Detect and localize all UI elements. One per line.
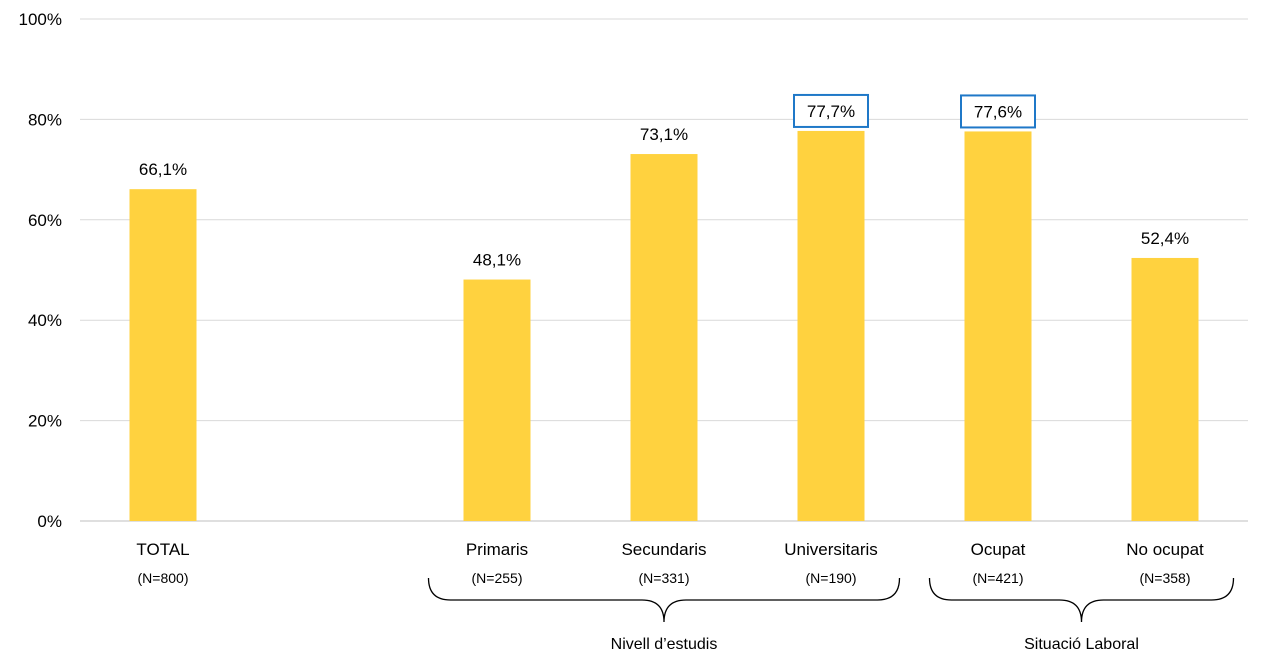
- data-label: 52,4%: [1141, 229, 1189, 248]
- category-groups: Nivell d’estudis Situació Laboral: [427, 577, 1235, 653]
- sample-size-label: (N=255): [472, 570, 523, 586]
- category-label: No ocupat: [1126, 540, 1204, 559]
- bars: [129, 130, 1199, 522]
- bar-primaris: [463, 279, 531, 521]
- sample-size-label: (N=358): [1140, 570, 1191, 586]
- category-label: Ocupat: [971, 540, 1026, 559]
- y-tick-label: 20%: [28, 412, 62, 431]
- sample-size-label: (N=800): [138, 570, 189, 586]
- bar-total: [129, 189, 197, 522]
- y-axis-ticks: 0% 20% 40% 60% 80% 100%: [19, 10, 62, 531]
- category-label: Secundaris: [621, 540, 706, 559]
- category-label: Universitaris: [784, 540, 878, 559]
- highlight-box: [793, 93, 869, 128]
- y-tick-label: 80%: [28, 110, 62, 129]
- bar-no-ocupat: [1131, 257, 1199, 521]
- data-label: 77,6%: [974, 102, 1022, 121]
- data-label: 66,1%: [139, 160, 187, 179]
- y-tick-label: 0%: [37, 512, 62, 531]
- sample-size-label: (N=190): [806, 570, 857, 586]
- data-label: 77,7%: [807, 102, 855, 121]
- bar-universitaris: [797, 130, 865, 522]
- bar-secundaris: [630, 154, 698, 521]
- group-brace: [427, 577, 901, 623]
- group-brace: [928, 577, 1235, 623]
- y-tick-label: 60%: [28, 211, 62, 230]
- sample-size-label: (N=331): [639, 570, 690, 586]
- group-label: Situació Laboral: [1024, 636, 1139, 653]
- data-label: 48,1%: [473, 251, 521, 270]
- y-tick-label: 100%: [19, 10, 62, 29]
- bar-ocupat: [964, 131, 1032, 521]
- sample-size-label: (N=421): [973, 570, 1024, 586]
- data-label: 73,1%: [640, 125, 688, 144]
- data-labels: 66,1% 48,1% 73,1% 77,7% 77,6% 52,4%: [139, 93, 1189, 270]
- highlight-box: [960, 94, 1036, 129]
- y-tick-label: 40%: [28, 311, 62, 330]
- category-label: Primaris: [466, 540, 528, 559]
- x-axis-labels: TOTAL (N=800) Primaris (N=255) Secundaris (N=…: [136, 540, 1204, 586]
- category-label: TOTAL: [136, 540, 189, 559]
- group-label: Nivell d’estudis: [611, 636, 718, 653]
